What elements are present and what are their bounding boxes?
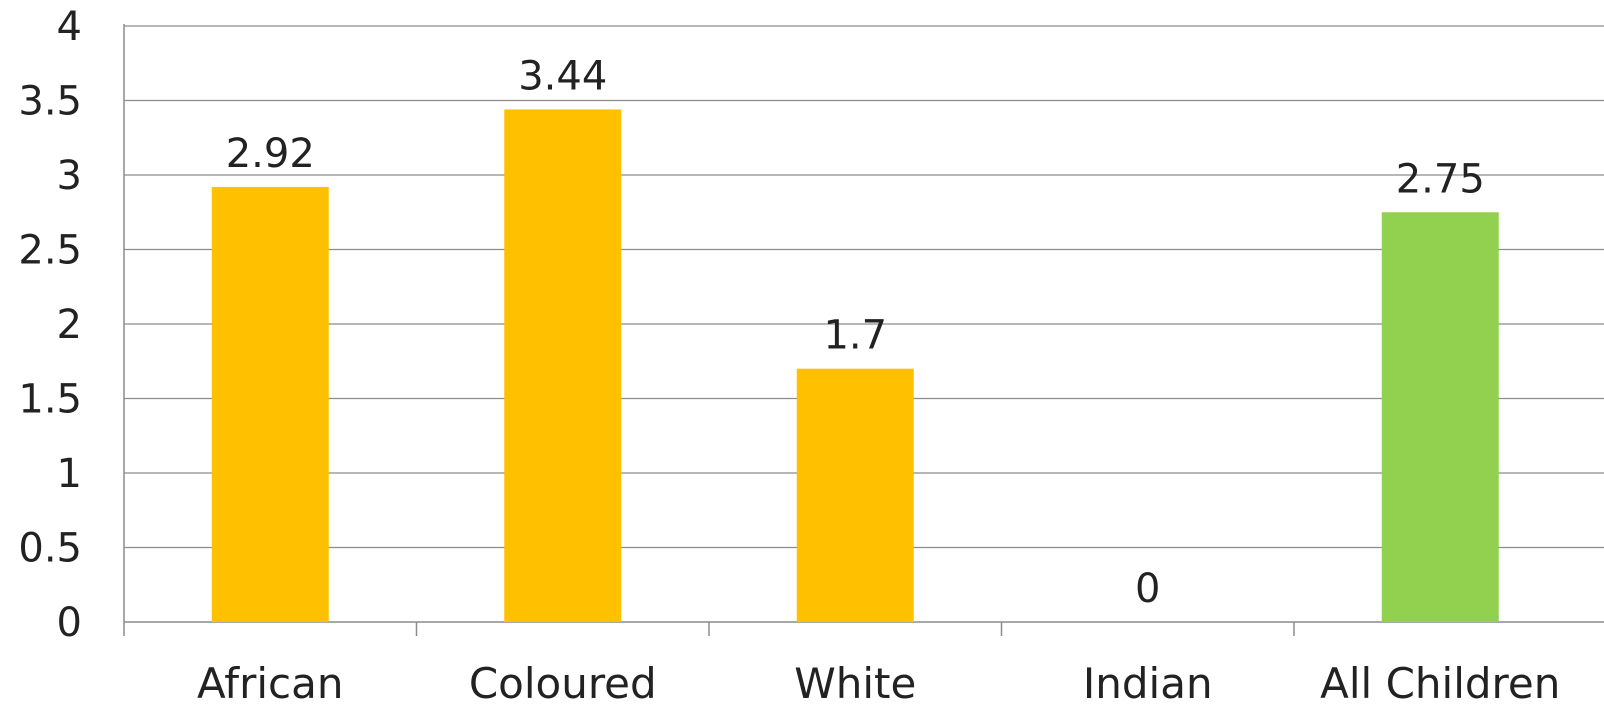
bar — [796, 368, 914, 622]
bar — [1381, 212, 1499, 622]
y-tick-label: 3.5 — [18, 79, 82, 125]
y-tick-label: 4 — [57, 4, 82, 50]
bar — [211, 186, 329, 623]
x-category-label: Coloured — [469, 659, 657, 708]
y-tick-label: 0 — [57, 600, 82, 646]
y-tick-label: 0.5 — [18, 526, 82, 572]
x-category-label: African — [197, 659, 343, 708]
data-label: 0 — [1135, 566, 1160, 612]
bars — [211, 109, 1499, 623]
x-category-label: All Children — [1320, 659, 1560, 708]
y-axis-tick-labels: 0 0.5 1 1.5 2 2.5 3 3.5 4 — [18, 4, 82, 646]
x-category-label: Indian — [1083, 659, 1213, 708]
data-label: 1.7 — [823, 313, 887, 359]
data-label: 2.92 — [226, 131, 315, 177]
x-axis-category-labels: African Coloured White Indian All Children — [197, 659, 1560, 708]
data-label: 3.44 — [518, 53, 607, 99]
data-label: 2.75 — [1396, 156, 1485, 202]
bar — [504, 109, 622, 622]
y-tick-label: 3 — [57, 153, 82, 199]
y-tick-label: 2 — [57, 302, 82, 348]
y-tick-label: 1 — [57, 451, 82, 497]
data-labels: 2.92 3.44 1.7 0 2.75 — [226, 53, 1485, 612]
y-tick-label: 1.5 — [18, 377, 82, 423]
x-category-label: White — [794, 659, 916, 708]
y-tick-label: 2.5 — [18, 228, 82, 274]
